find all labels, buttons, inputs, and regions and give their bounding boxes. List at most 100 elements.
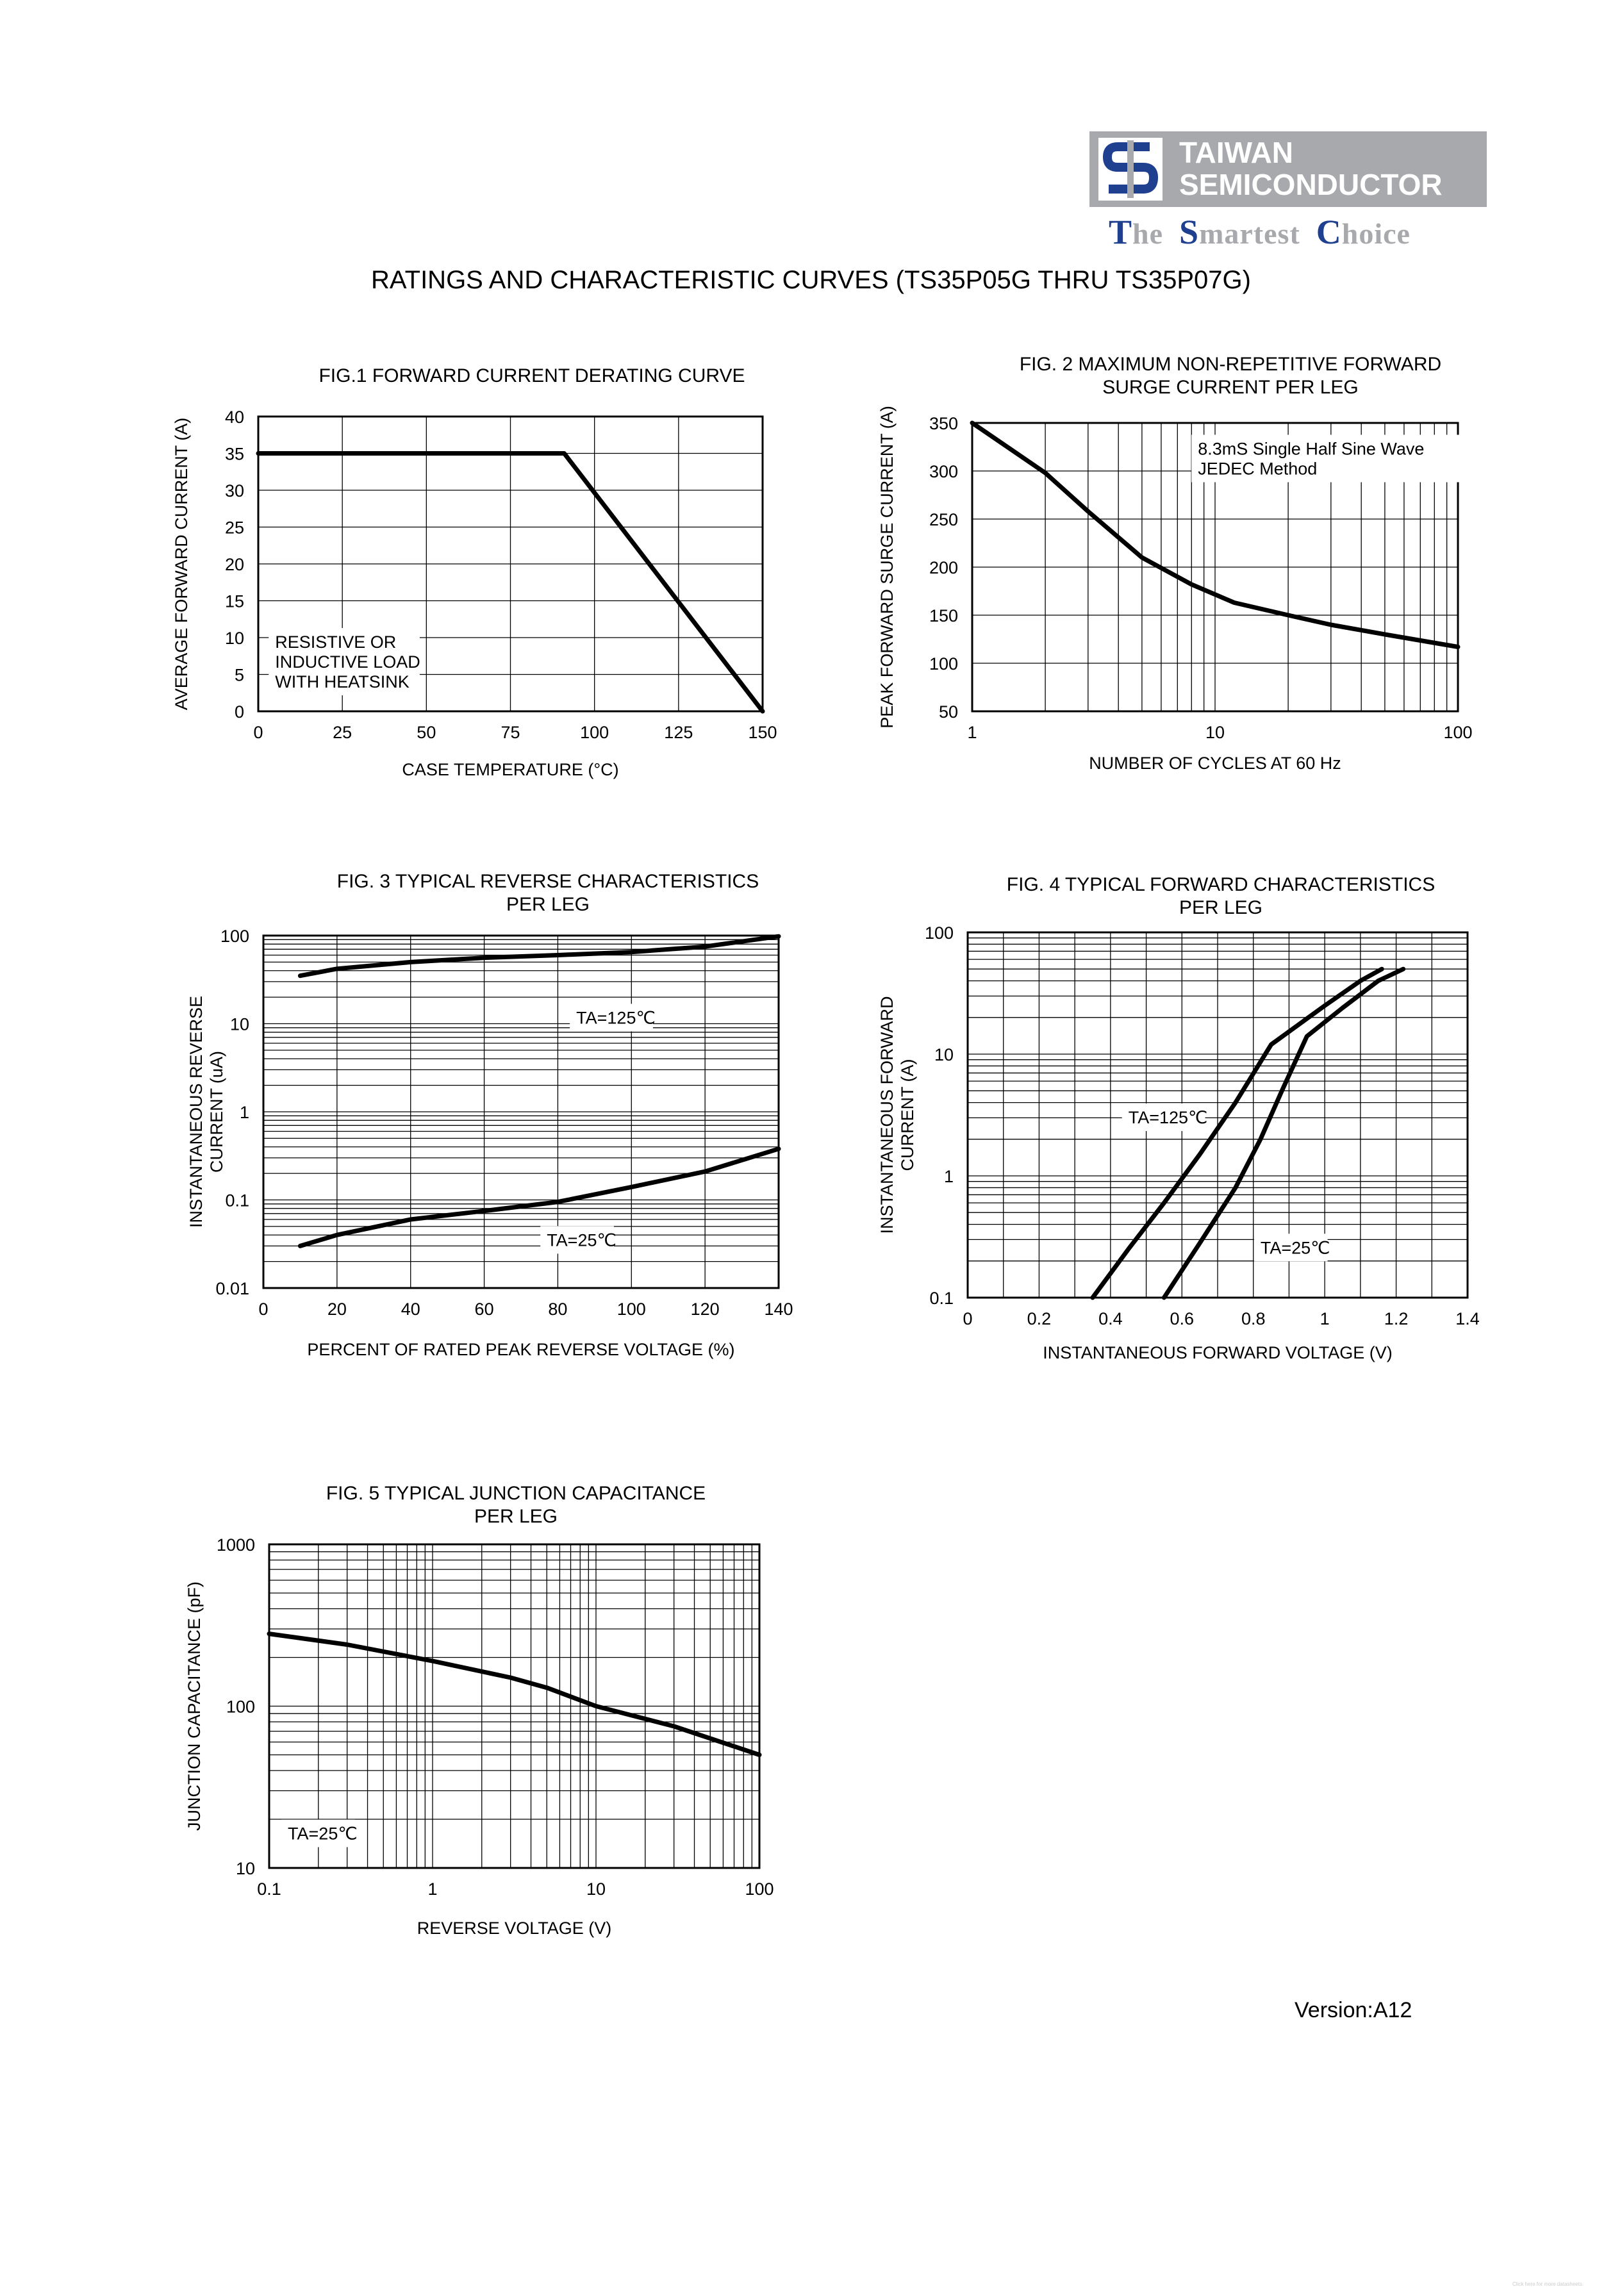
fig1-ytick-label: 20	[225, 555, 244, 574]
fig3-series-1	[297, 1146, 781, 1248]
fig3-annotation: TA=125℃	[576, 1009, 656, 1028]
fig3-ytick-label: 0.01	[215, 1279, 249, 1298]
fig4-xtick-label: 0.6	[1170, 1309, 1195, 1328]
fig4-annotation-bg	[1254, 1234, 1328, 1262]
version-label: Version:A12	[1295, 1998, 1412, 2022]
tagline: The Smartest Choice	[1109, 212, 1411, 252]
fig1-annotation-bg	[269, 628, 420, 696]
fig1-ytick-label: 0	[235, 702, 244, 722]
fig5-grid	[269, 1544, 760, 1869]
fig1-ytick-label: 15	[225, 592, 244, 611]
fig1-xtick-label: 125	[664, 723, 693, 742]
fig2-xtick-label: 10	[1205, 723, 1225, 742]
fig4-ytick-label: 10	[934, 1045, 954, 1064]
fig5-annotation: TA=25℃	[288, 1824, 358, 1844]
tagline-word-the: The	[1109, 213, 1164, 251]
fig1-xtick-label: 150	[748, 723, 777, 742]
fig1-xtick-label: 25	[333, 723, 352, 742]
fig3-frame	[262, 934, 780, 1289]
fig1-series-0	[256, 451, 765, 714]
fig5-chart: TA=25℃ 0.1 1 10 100 10 100 1000 FIG. 5 TYPICAL J…	[185, 1483, 774, 1938]
fig3-xtick-label: 0	[258, 1300, 268, 1319]
fig4-xtick-label: 1.4	[1455, 1309, 1480, 1328]
fig1-ytick-label: 35	[225, 445, 244, 464]
fig2-annotation: JEDEC Method	[1198, 459, 1317, 479]
fig3-ylabel: CURRENT (uA)	[207, 1051, 226, 1173]
fig4-xlabel: INSTANTANEOUS FORWARD VOLTAGE (V)	[1043, 1343, 1393, 1362]
fig3-title: FIG. 3 TYPICAL REVERSE CHARACTERISTICS	[337, 871, 759, 892]
fig4-title: FIG. 4 TYPICAL FORWARD CHARACTERISTICS	[1007, 874, 1435, 895]
fig3-ytick-label: 1	[240, 1103, 249, 1122]
fig4-frame	[966, 931, 1469, 1299]
fig2-ytick-label: 150	[929, 606, 958, 625]
fig4-ytick-label: 0.1	[929, 1289, 954, 1308]
fig3-ytick-label: 100	[220, 927, 249, 946]
fig1-xlabel: CASE TEMPERATURE (°C)	[402, 760, 618, 779]
fig4-series-1	[1161, 966, 1406, 1300]
fig2-series-0	[970, 420, 1461, 649]
fig5-xtick-label: 0.1	[257, 1879, 281, 1899]
fig1-xtick-label: 0	[253, 723, 263, 742]
fig1-xtick-label: 75	[501, 723, 520, 742]
fig1-ytick-label: 25	[225, 518, 244, 538]
fig3-xtick-label: 120	[691, 1300, 720, 1319]
fig1-ytick-label: 5	[235, 666, 244, 685]
fig5-ytick-label: 10	[236, 1859, 255, 1878]
fig2-annotation: 8.3mS Single Half Sine Wave	[1198, 440, 1424, 459]
fig5-ytick-label: 1000	[217, 1535, 255, 1555]
fig4-ytick-label: 1	[944, 1167, 954, 1186]
fig2-xtick-label: 1	[967, 723, 977, 742]
fig5-xtick-label: 100	[745, 1879, 774, 1899]
fig1-ytick-label: 10	[225, 629, 244, 648]
fig4-xtick-label: 0.2	[1027, 1309, 1052, 1328]
fig2-ytick-label: 100	[929, 654, 958, 673]
fig2-ytick-label: 50	[939, 702, 958, 722]
fig3-xtick-label: 40	[401, 1300, 420, 1319]
fig3-xtick-label: 100	[617, 1300, 646, 1319]
fig5-title: PER LEG	[474, 1506, 558, 1527]
fig4-annotation: TA=125℃	[1129, 1108, 1208, 1127]
fig4-title: PER LEG	[1179, 897, 1262, 918]
footer-note: Click here for more datasheets	[1512, 2281, 1582, 2287]
fig1-ytick-label: 30	[225, 481, 244, 500]
fig1-ytick-label: 40	[225, 408, 244, 427]
fig2-ytick-label: 350	[929, 414, 958, 433]
fig4-xtick-label: 1	[1320, 1309, 1330, 1328]
fig2-annotation-bg	[1191, 434, 1469, 483]
fig4-ylabel: CURRENT (A)	[898, 1059, 917, 1171]
fig3-ytick-label: 10	[230, 1015, 249, 1034]
fig5-xtick-label: 10	[586, 1879, 606, 1899]
tagline-word-smartest: Smartest	[1179, 213, 1300, 251]
fig3-xlabel: PERCENT OF RATED PEAK REVERSE VOLTAGE (%…	[307, 1340, 734, 1359]
fig2-ytick-label: 250	[929, 510, 958, 529]
fig5-annotation-bg	[281, 1819, 355, 1847]
fig5-series-0	[267, 1631, 762, 1757]
fig3-annotation-bg	[570, 1003, 653, 1032]
fig2-title: SURGE CURRENT PER LEG	[1102, 377, 1359, 398]
fig4-annotation: TA=25℃	[1261, 1238, 1330, 1257]
fig4-series-0	[1090, 966, 1384, 1300]
fig2-title: FIG. 2 MAXIMUM NON-REPETITIVE FORWARD	[1020, 354, 1441, 375]
fig5-title: FIG. 5 TYPICAL JUNCTION CAPACITANCE	[326, 1483, 706, 1504]
fig1-annotation: RESISTIVE OR	[275, 632, 396, 652]
fig2-ytick-label: 200	[929, 558, 958, 577]
page-title: RATINGS AND CHARACTERISTIC CURVES (TS35P…	[371, 266, 1251, 294]
logo-text-semiconductor: SEMICONDUCTOR	[1179, 168, 1443, 201]
ts-logo-icon	[1098, 138, 1163, 201]
fig3-chart: TA=125℃ TA=25℃ 0 20 40 60 80 100 120 140 0.01 0.1 1 1…	[186, 871, 793, 1359]
fig4-xtick-label: 1.2	[1384, 1309, 1409, 1328]
fig5-xtick-label: 1	[427, 1879, 437, 1899]
logo-text-taiwan: TAIWAN	[1179, 136, 1294, 169]
fig5-xlabel: REVERSE VOLTAGE (V)	[417, 1919, 612, 1938]
fig4-xtick-label: 0.8	[1241, 1309, 1266, 1328]
fig4-ylabel: INSTANTANEOUS FORWARD	[877, 996, 897, 1234]
fig4-grid	[967, 932, 1468, 1298]
fig2-xlabel: NUMBER OF CYCLES AT 60 Hz	[1089, 754, 1341, 773]
fig3-ytick-label: 0.1	[225, 1191, 249, 1210]
fig4-ytick-label: 100	[925, 923, 954, 943]
fig4-xtick-label: 0.4	[1098, 1309, 1123, 1328]
fig3-xtick-label: 80	[548, 1300, 567, 1319]
